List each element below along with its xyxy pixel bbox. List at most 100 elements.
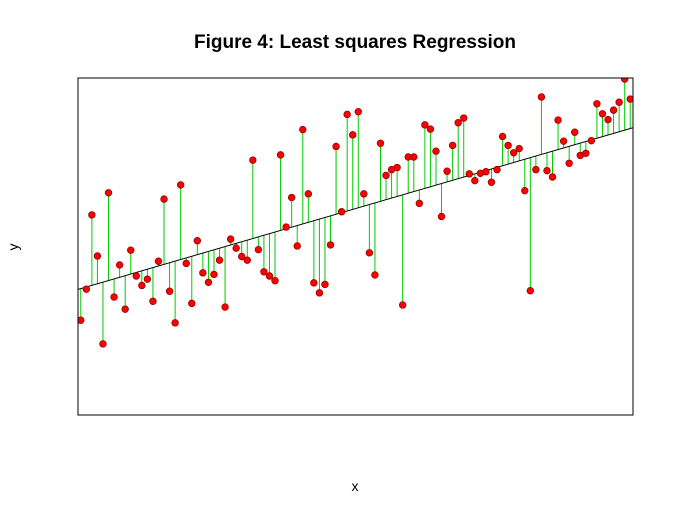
data-point	[609, 106, 618, 114]
data-point	[615, 98, 623, 106]
data-point	[232, 244, 240, 252]
data-point	[521, 186, 529, 195]
data-point	[138, 281, 146, 290]
data-point	[249, 156, 257, 164]
data-point	[571, 128, 579, 136]
data-point	[382, 171, 390, 180]
data-point	[504, 141, 512, 150]
data-point	[199, 269, 207, 277]
data-point	[421, 121, 429, 129]
data-point	[78, 316, 85, 324]
data-point	[526, 287, 535, 295]
data-point	[471, 176, 479, 185]
data-point	[271, 277, 279, 285]
data-point	[559, 137, 568, 145]
data-point	[165, 287, 174, 295]
data-point	[365, 249, 374, 257]
data-point	[121, 305, 129, 313]
data-point	[282, 223, 290, 231]
data-point	[337, 208, 346, 216]
data-point	[565, 159, 573, 168]
data-point	[176, 181, 185, 189]
data-point	[448, 141, 457, 150]
data-point	[482, 168, 490, 176]
data-point	[293, 242, 301, 250]
data-point	[498, 132, 507, 141]
y-axis-label: y	[5, 244, 21, 251]
data-point	[354, 107, 362, 116]
data-point	[460, 114, 468, 122]
data-point	[260, 268, 268, 276]
data-point	[299, 125, 307, 134]
data-point	[226, 235, 235, 243]
data-point	[265, 272, 274, 280]
regression-line	[78, 127, 633, 290]
data-point	[349, 131, 357, 139]
plot-content	[78, 78, 633, 348]
data-point	[321, 280, 329, 289]
data-point	[465, 170, 473, 178]
data-point	[210, 270, 218, 279]
data-point	[626, 95, 633, 103]
data-point	[238, 252, 246, 261]
data-point	[454, 119, 462, 127]
data-point	[487, 178, 496, 186]
data-point	[93, 252, 102, 260]
data-point	[304, 190, 313, 198]
data-point	[343, 110, 351, 119]
data-point	[376, 139, 385, 147]
data-point	[204, 278, 213, 287]
data-point	[360, 190, 368, 198]
data-point	[532, 165, 540, 174]
data-point	[315, 289, 324, 297]
data-point	[171, 319, 179, 327]
x-axis-label: x	[352, 478, 359, 494]
data-point	[437, 212, 446, 221]
data-point	[371, 271, 379, 279]
data-point	[221, 303, 229, 311]
data-point	[509, 149, 518, 157]
data-point	[604, 115, 612, 124]
data-point	[182, 259, 190, 268]
data-point	[393, 163, 401, 172]
data-point	[110, 293, 118, 301]
data-point	[620, 78, 629, 83]
data-point	[115, 261, 124, 269]
data-point	[587, 136, 596, 145]
data-point	[593, 100, 601, 108]
data-point	[554, 116, 562, 124]
data-point	[332, 142, 340, 151]
data-point	[426, 125, 435, 133]
data-point	[398, 301, 407, 309]
data-point	[160, 195, 168, 203]
data-point	[515, 144, 523, 153]
data-point	[154, 257, 163, 265]
data-point	[88, 211, 96, 219]
data-point	[537, 93, 546, 101]
data-point	[326, 241, 335, 249]
chart-title: Figure 4: Least squares Regression	[194, 32, 516, 53]
data-point	[149, 297, 157, 305]
data-point	[543, 166, 551, 175]
data-point	[598, 110, 607, 118]
data-point	[254, 245, 263, 254]
data-point	[243, 256, 251, 264]
data-point	[215, 256, 224, 264]
data-point	[99, 340, 107, 348]
data-point	[287, 193, 296, 202]
data-point	[493, 165, 501, 174]
data-point	[127, 246, 135, 254]
data-point	[132, 272, 140, 280]
data-point	[193, 237, 202, 245]
data-point	[432, 147, 440, 155]
data-point	[582, 149, 590, 157]
data-point	[310, 279, 318, 287]
data-point	[104, 189, 113, 197]
data-point	[415, 199, 424, 208]
data-point	[188, 299, 196, 308]
data-point	[276, 151, 285, 159]
data-point	[143, 275, 152, 283]
data-point	[410, 153, 418, 161]
data-point	[548, 173, 557, 181]
